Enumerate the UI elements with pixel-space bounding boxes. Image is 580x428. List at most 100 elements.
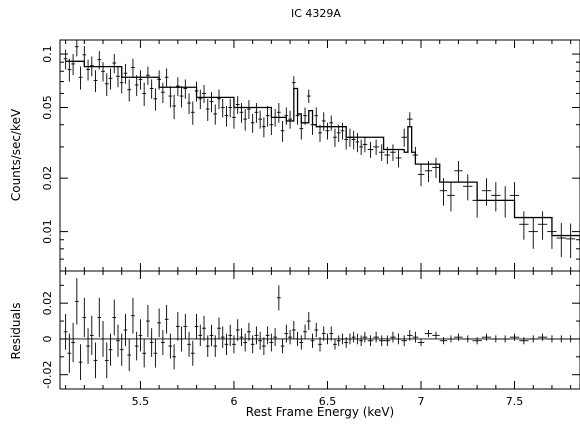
spectrum-data-point — [291, 76, 296, 90]
residual-data-point — [401, 335, 407, 347]
residual-data-point — [67, 333, 72, 373]
residual-data-point — [217, 317, 221, 339]
spectrum-data-point — [220, 98, 225, 118]
residual-data-point — [500, 335, 510, 343]
spectrum-data-point — [67, 58, 72, 82]
residual-data-point — [247, 322, 251, 341]
residual-data-point — [406, 330, 413, 341]
residual-data-point — [336, 335, 341, 347]
residual-data-point — [228, 324, 233, 347]
spectrum-data-point — [198, 89, 203, 110]
residuals-x-tick-label: 6.5 — [319, 395, 337, 408]
residuals-y-tick-label: 0.02 — [41, 291, 54, 316]
spectrum-data-point — [519, 211, 529, 240]
spectrum-data-point — [138, 70, 143, 90]
residual-data-point — [134, 331, 139, 361]
residual-data-point — [412, 331, 419, 343]
spectrum-data-point — [179, 86, 184, 108]
residuals-y-tick-label: 0 — [41, 335, 54, 342]
spectrum-data-point — [224, 105, 229, 127]
residual-data-point — [127, 338, 132, 372]
spectrum-data-point — [153, 88, 158, 111]
spectrum-data-point — [108, 68, 113, 90]
spectrum-data-point — [205, 98, 210, 121]
residual-data-point — [146, 304, 150, 338]
residual-data-point — [344, 337, 349, 348]
residual-data-point — [161, 330, 165, 356]
spectrum-y-tick-label: 0.02 — [41, 166, 54, 191]
residual-data-point — [318, 337, 322, 352]
residuals-data-points — [63, 278, 576, 381]
residual-data-point — [168, 333, 173, 359]
spectrum-data-point — [104, 73, 109, 97]
spectrum-data-point — [112, 54, 117, 74]
spectrum-data-point — [373, 139, 379, 156]
residual-data-point — [528, 335, 538, 343]
spectrum-data-point — [406, 112, 413, 127]
spectrum-data-point — [101, 62, 105, 82]
spectrum-data-points — [63, 40, 576, 259]
spectrum-data-point — [367, 141, 374, 158]
residual-data-point — [321, 326, 326, 341]
residuals-y-axis-label: Residuals — [9, 303, 23, 360]
spectrum-data-point — [202, 84, 206, 104]
spectrum-data-point — [280, 120, 285, 142]
residual-data-point — [348, 333, 352, 345]
residual-data-point — [93, 342, 98, 379]
spectrum-data-point — [500, 186, 510, 218]
spectrum-data-point — [378, 144, 385, 161]
residual-data-point — [299, 335, 304, 350]
residual-data-point — [547, 335, 557, 343]
residual-data-point — [74, 278, 79, 325]
residual-data-point — [491, 335, 501, 343]
spectrum-y-tick-label: 0.1 — [41, 45, 54, 63]
residual-data-point — [355, 333, 360, 345]
spectrum-data-point — [127, 79, 132, 102]
residual-data-point — [232, 335, 236, 354]
residual-data-point — [78, 344, 83, 381]
residual-data-point — [265, 326, 270, 345]
residual-data-point — [131, 297, 135, 334]
spectrum-data-point — [269, 115, 274, 136]
residual-data-point — [202, 315, 206, 341]
residual-data-point — [97, 297, 102, 338]
residual-data-point — [384, 335, 391, 347]
spectrum-data-point — [447, 182, 455, 212]
residual-data-point — [138, 319, 143, 352]
spectrum-data-point — [491, 182, 501, 212]
residuals-panel: -0.02 0 0.02 5.5 6 6.5 7 7.5 Residuals Rest Fr… — [9, 270, 580, 419]
spectrum-data-point — [401, 128, 407, 147]
residual-data-point — [417, 338, 425, 347]
spectrum-data-point — [432, 157, 440, 179]
spectrum-data-point — [232, 107, 236, 129]
residual-data-point — [153, 338, 158, 368]
spectrum-data-point — [254, 103, 259, 123]
residuals-x-tick-label: 7.5 — [506, 395, 524, 408]
residual-data-point — [262, 337, 266, 356]
spectrum-data-point — [303, 107, 307, 125]
residual-data-point — [454, 333, 463, 341]
residual-data-point — [362, 331, 368, 343]
spectrum-data-point — [325, 122, 330, 140]
residual-data-point — [63, 313, 68, 350]
spectrum-y-tick-label: 0.01 — [41, 219, 54, 244]
residual-data-point — [306, 312, 311, 330]
spectrum-y-axis-label: Counts/sec/keV — [9, 108, 23, 201]
spectrum-data-point — [556, 222, 566, 257]
spectrum-data-point — [78, 66, 83, 90]
residual-data-point — [209, 324, 214, 347]
spectrum-data-point — [123, 63, 128, 84]
residual-data-point — [367, 335, 374, 347]
spectrum-data-point — [243, 109, 248, 131]
spectrum-data-point — [265, 105, 270, 127]
residuals-frame — [59, 270, 580, 390]
residual-data-point — [82, 297, 87, 338]
spectrum-data-point — [258, 110, 263, 129]
residual-data-point — [291, 321, 296, 339]
residual-data-point — [439, 337, 448, 345]
residual-data-point — [235, 319, 240, 341]
spectrum-data-point — [149, 79, 154, 99]
spectrum-data-point — [390, 144, 396, 161]
x-axis-label: Rest Frame Energy (keV) — [246, 405, 394, 419]
spectrum-data-point — [528, 217, 538, 249]
